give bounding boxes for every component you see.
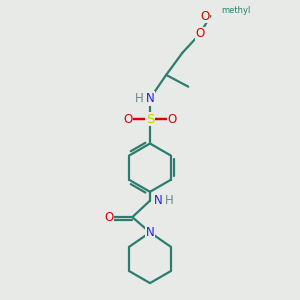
Text: O: O	[167, 112, 177, 126]
Text: N: N	[146, 92, 154, 105]
Text: O: O	[200, 10, 210, 22]
Text: S: S	[146, 112, 154, 126]
Text: H: H	[134, 92, 143, 105]
Text: methyl: methyl	[221, 6, 251, 15]
Text: N: N	[154, 194, 163, 207]
Text: N: N	[146, 226, 154, 239]
Text: O: O	[104, 211, 113, 224]
Text: O: O	[123, 112, 133, 126]
Text: H: H	[165, 194, 173, 207]
Text: O: O	[195, 27, 205, 40]
